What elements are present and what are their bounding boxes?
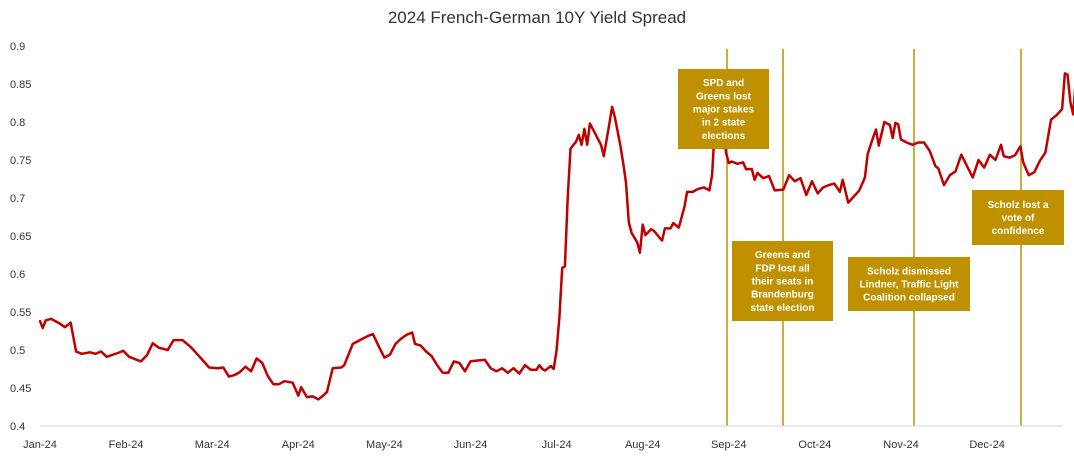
x-tick-label: Mar-24	[195, 439, 230, 451]
y-tick-label: 0.45	[10, 383, 31, 395]
spread-line	[38, 72, 1074, 401]
annotation-text: SPD and Greens lost major stakes in 2 state…	[693, 78, 755, 142]
y-tick-label: 0.55	[10, 307, 31, 319]
y-tick-label: 0.7	[10, 193, 25, 205]
annotation-text-line: Coalition collapsed	[863, 293, 955, 304]
annotation-text-line: Brandenburg	[751, 290, 814, 301]
annotation-box	[678, 69, 769, 149]
y-tick-label: 0.9	[10, 41, 25, 53]
y-tick-label: 0.65	[10, 231, 31, 243]
annotation-box	[732, 241, 833, 321]
x-axis: Jan-24 Feb-24 Mar-24 Apr-24 May-24 Jun-24 Jul-…	[23, 439, 1005, 451]
y-tick-label: 0.75	[10, 155, 31, 167]
x-tick-label: May-24	[366, 439, 403, 451]
x-tick-label: Dec-24	[969, 439, 1004, 451]
annotation-text-line: SPD and	[703, 78, 744, 89]
y-tick-label: 0.5	[10, 345, 25, 357]
annotation-text-line: state election	[751, 303, 815, 314]
x-tick-label: Oct-24	[798, 439, 831, 451]
x-tick-label: Jul-24	[542, 439, 572, 451]
annotation-text-line: elections	[702, 131, 746, 142]
y-tick-label: 0.8	[10, 117, 25, 129]
annotation-text-line: Greens lost	[696, 91, 752, 102]
annotation-text-line: their seats in	[752, 277, 814, 288]
x-tick-label: Sep-24	[711, 439, 746, 451]
annotation-text-line: FDP lost all	[755, 263, 809, 274]
annotation-text-line: confidence	[992, 226, 1045, 237]
annotation-text: Scholz dismissed Lindner, Traffic Light Co…	[860, 266, 960, 303]
annotation-box	[848, 257, 970, 311]
annotation-text-line: Scholz dismissed	[867, 266, 951, 277]
y-tick-label: 0.4	[10, 421, 25, 433]
annotation-text: Scholz lost a vote of confidence	[987, 200, 1049, 237]
y-axis: 0.4 0.45 0.5 0.55 0.6 0.65 0.7 0.75 0.8 0.85 0.9	[10, 41, 31, 433]
x-tick-label: Nov-24	[883, 439, 918, 451]
x-tick-label: Jun-24	[454, 439, 488, 451]
annotation-box	[972, 190, 1064, 245]
annotation-text-line: Greens and	[755, 250, 810, 261]
annotation-boxes: SPD and Greens lost major stakes in 2 state…	[678, 69, 1064, 321]
x-tick-label: Apr-24	[282, 439, 315, 451]
x-tick-label: Feb-24	[109, 439, 144, 451]
annotation-text: Greens and FDP lost all their seats in Bran…	[751, 250, 815, 314]
y-tick-label: 0.6	[10, 269, 25, 281]
x-tick-label: Aug-24	[625, 439, 660, 451]
annotation-text-line: in 2 state	[702, 118, 746, 129]
annotation-text-line: vote of	[1002, 213, 1035, 224]
chart-title: 2024 French-German 10Y Yield Spread	[388, 8, 686, 27]
annotation-text-line: Scholz lost a	[987, 200, 1049, 211]
annotation-text-line: Lindner, Traffic Light	[860, 280, 960, 291]
annotation-text-line: major stakes	[693, 105, 755, 116]
x-tick-label: Jan-24	[23, 439, 57, 451]
y-tick-label: 0.85	[10, 79, 31, 91]
